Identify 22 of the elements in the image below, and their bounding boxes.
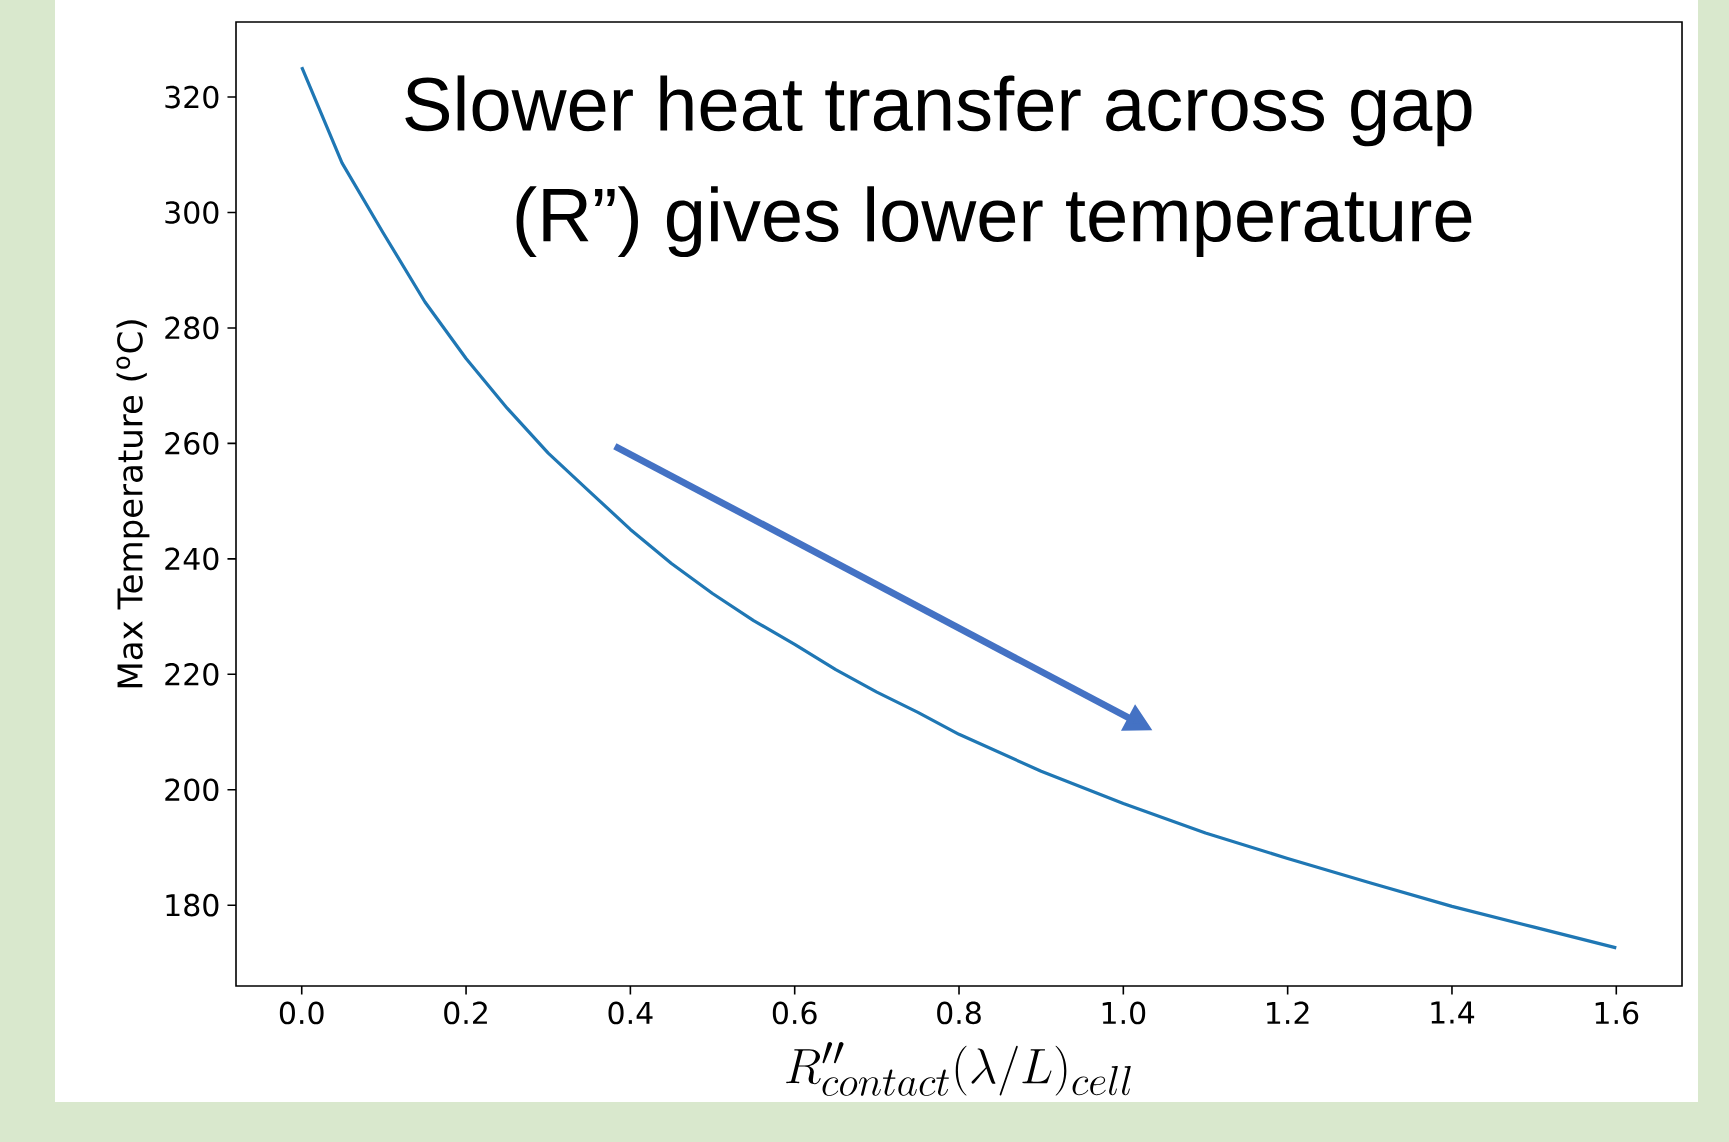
x-tick-label: 0.0 — [279, 1001, 324, 1025]
y-tick-label: 200 — [165, 778, 219, 802]
x-tick-label: 0.6 — [772, 1001, 817, 1025]
x-tick-label: 1.0 — [1102, 1001, 1146, 1025]
y-tick-label: 280 — [165, 316, 219, 340]
x-tick-label: 1.4 — [1431, 1001, 1475, 1024]
y-tick-label: 220 — [165, 662, 219, 686]
annotation: (R”) gives lower temperature — [516, 186, 1472, 258]
x-axis-title: $R''_{contact}(\lambda/L)_{cell}$ — [786, 1041, 1131, 1096]
y-tick-label: 320 — [165, 85, 219, 109]
x-tick-label: 0.2 — [444, 1001, 487, 1025]
y-tick-label: 300 — [165, 201, 219, 224]
line-series — [300, 65, 1618, 950]
y-tick-label: 240 — [165, 547, 219, 571]
y-tick-label: 180 — [166, 893, 219, 917]
y-tick-label: 260 — [165, 432, 219, 455]
annotation: Slower heat transfer across gap — [405, 75, 1472, 147]
x-tick-label: 1.6 — [1595, 1001, 1639, 1025]
x-tick-label: 0.4 — [608, 1001, 653, 1025]
x-tick-label: 0.8 — [937, 1001, 981, 1025]
y-axis-title: Max Temperature ($^{o}$C) — [116, 320, 150, 688]
x-tick-label: 1.2 — [1267, 1001, 1309, 1024]
